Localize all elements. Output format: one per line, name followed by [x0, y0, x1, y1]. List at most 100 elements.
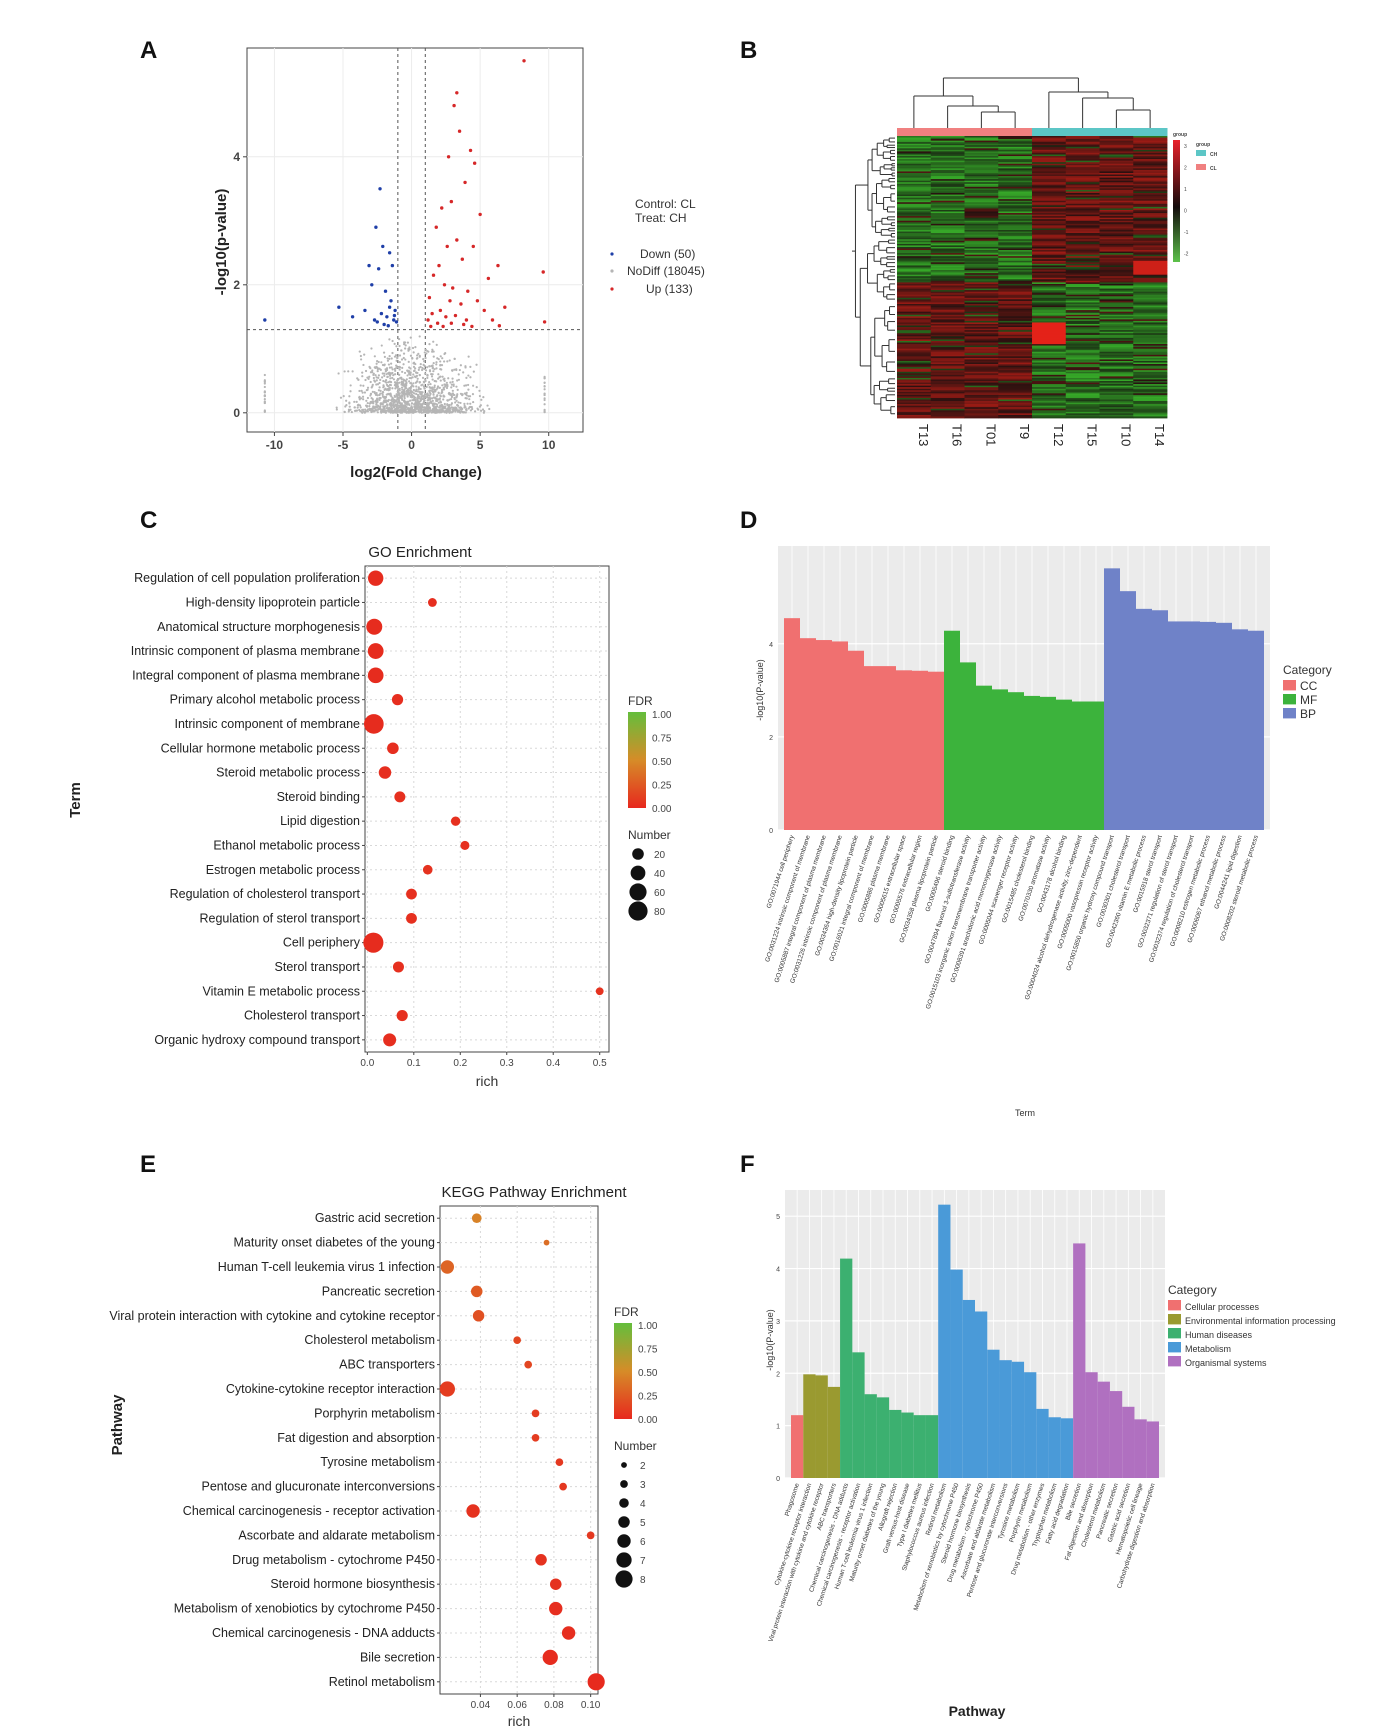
- heatmap-cell: [1032, 287, 1067, 289]
- go-dot-ethanol-metabolic-process: [460, 840, 470, 850]
- nodiff-point: [423, 396, 426, 399]
- heatmap-cell: [1099, 404, 1134, 407]
- heatmap-cell: [1133, 327, 1168, 330]
- heatmap-cell: [1065, 337, 1100, 340]
- nodiff-point: [427, 350, 430, 353]
- heatmap-cell: [964, 251, 999, 254]
- go-dot-regulation-of-cell-population-proliferation: [367, 570, 384, 586]
- heatmap-cell: [1133, 197, 1168, 200]
- heatmap-cell: [1065, 374, 1100, 377]
- heatmap-cell: [930, 356, 965, 359]
- down-point: [350, 315, 355, 319]
- kegg-term-label: Gastric acid secretion: [315, 1211, 435, 1225]
- nodiff-point: [463, 384, 466, 387]
- heatmap-cell: [930, 268, 965, 271]
- nodiff-point: [263, 401, 266, 404]
- nodiff-point: [378, 393, 381, 397]
- up-point: [430, 311, 434, 316]
- nodiff-point: [378, 398, 381, 402]
- nodiff-point: [432, 340, 435, 343]
- nodiff-point: [459, 408, 463, 411]
- heatmap-cell: [1065, 166, 1100, 169]
- heatmap-cell: [1065, 364, 1100, 367]
- group-annotation-bar: [897, 128, 1168, 136]
- heatmap-cell: [1133, 205, 1168, 208]
- heatmap-cell: [964, 297, 999, 300]
- heatmap-cell: [1065, 333, 1100, 336]
- heatmap-cell: [930, 185, 965, 188]
- nodiff-point: [391, 368, 394, 371]
- heatmap-cell: [1099, 199, 1134, 202]
- heatmap-cell: [1099, 381, 1134, 383]
- heatmap-cell: [998, 354, 1033, 357]
- heatmap-cell: [930, 305, 965, 308]
- heatmap-cell: [998, 399, 1033, 402]
- heatmap-cell: [1032, 360, 1067, 363]
- keggbar-legend-metabolism: Metabolism: [1185, 1344, 1231, 1354]
- heatmap-cell: [1065, 202, 1100, 205]
- nodiff-point: [389, 377, 392, 380]
- heatmap-cell: [1133, 336, 1168, 339]
- go-frame: [364, 565, 610, 1053]
- heatmap-cell: [1133, 211, 1168, 214]
- heatmap-cell: [964, 259, 999, 262]
- heatmap-cell: [930, 360, 965, 363]
- heatmap-cell: [897, 344, 932, 346]
- heatmap-cell: [1065, 203, 1100, 206]
- heatmap-cell: [1133, 209, 1168, 212]
- heatmap-cell: [998, 145, 1033, 148]
- heatmap-cell: [930, 180, 965, 183]
- heatmap-cell: [930, 234, 965, 237]
- heatmap-cell: [998, 396, 1033, 399]
- heatmap-cell: [1133, 226, 1168, 229]
- heatmap-cell: [1099, 152, 1134, 155]
- nodiff-point: [358, 389, 361, 393]
- nodiff-point: [357, 378, 360, 381]
- nodiff-point: [422, 380, 425, 383]
- heatmap-cell: [1065, 387, 1100, 390]
- nodiff-point: [409, 382, 412, 385]
- heatmap-cell: [897, 377, 932, 380]
- kegg-term-label: Pentose and glucuronate interconversions: [202, 1480, 435, 1494]
- nodiff-point: [418, 402, 421, 405]
- nodiff-point: [398, 368, 401, 371]
- heatmap-cell: [1133, 236, 1168, 239]
- heatmap-cell: [964, 191, 999, 194]
- nodiff-point: [413, 392, 416, 395]
- nodiff-point: [418, 335, 421, 338]
- nodiff-point: [418, 373, 421, 377]
- nodiff-point: [376, 397, 379, 400]
- go-term-label: Ethanol metabolic process: [213, 838, 360, 852]
- heatmap-cell: [930, 300, 965, 303]
- heatmap-cell: [897, 390, 932, 393]
- volcano-xtick-label: -10: [266, 438, 284, 452]
- heatmap-cell: [1065, 290, 1100, 293]
- nodiff-point: [402, 390, 406, 393]
- heatmap-cell: [998, 137, 1033, 140]
- heatmap-cell: [1032, 160, 1067, 163]
- heatmap-cell: [1133, 239, 1168, 242]
- heatmap-cell: [1099, 228, 1134, 231]
- kegg-term-label: Chemical carcinogenesis - receptor activ…: [183, 1504, 435, 1518]
- heatmap-cell: [1133, 414, 1168, 417]
- heatmap-cell: [998, 202, 1033, 205]
- nodiff-point: [543, 392, 546, 395]
- heatmap-cell: [964, 408, 999, 411]
- heatmap-cell: [1032, 185, 1067, 188]
- kegg-xlabel: rich: [508, 1713, 531, 1729]
- heatmap-cell: [1099, 250, 1134, 252]
- nodiff-point: [410, 393, 414, 396]
- nodiff-point: [394, 387, 397, 390]
- scale-tick: -1: [1184, 230, 1189, 236]
- heatmap-cell: [1032, 176, 1067, 179]
- heatmap-cell: [930, 404, 965, 407]
- nodiff-point: [421, 397, 424, 401]
- heatmap-cell: [1099, 143, 1134, 146]
- heatmap-cell: [930, 217, 965, 220]
- volcano-xlabel: log2(Fold Change): [350, 464, 482, 481]
- heatmap-cell: [964, 162, 999, 165]
- heatmap-cell: [930, 266, 965, 269]
- heatmap-cell: [1065, 251, 1100, 254]
- heatmap-cell: [930, 191, 965, 194]
- sample-label-t10: T10: [1118, 424, 1133, 446]
